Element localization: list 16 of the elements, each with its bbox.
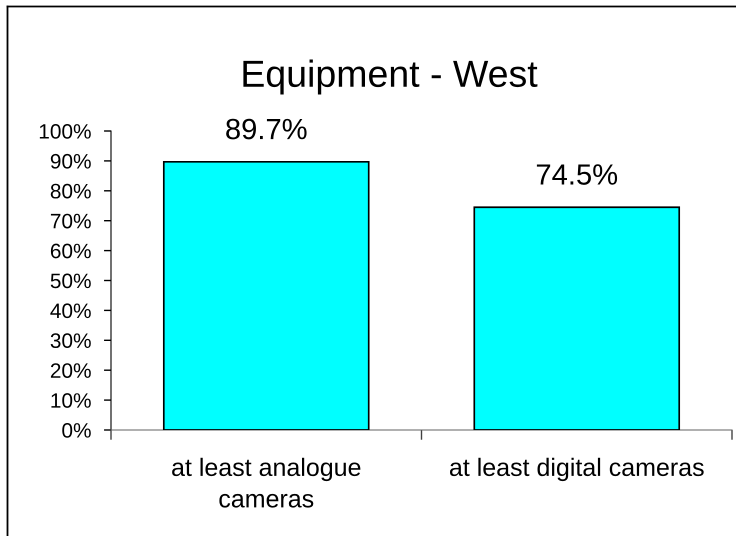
y-tick-label: 30% — [50, 333, 91, 348]
y-tick-label: 50% — [50, 274, 91, 288]
y-tick-label: 10% — [51, 393, 91, 408]
y-tick-label: 100% — [40, 124, 91, 139]
chart-title: Equipment - West — [243, 60, 538, 94]
x-tick-label: at least digital cameras — [450, 458, 704, 482]
y-tick-label: 40% — [50, 303, 91, 318]
y-tick-label: 20% — [50, 363, 91, 378]
data-label: 74.5% — [536, 164, 618, 185]
y-tick-label: 80% — [50, 184, 91, 199]
x-tick-label: at least analogue cameras — [172, 458, 360, 508]
y-tick-label: 70% — [50, 214, 91, 228]
y-tick-label: 60% — [50, 244, 91, 258]
data-label: 89.7% — [226, 118, 307, 140]
y-tick-label: 0% — [62, 423, 91, 438]
y-tick-label: 90% — [50, 154, 91, 169]
